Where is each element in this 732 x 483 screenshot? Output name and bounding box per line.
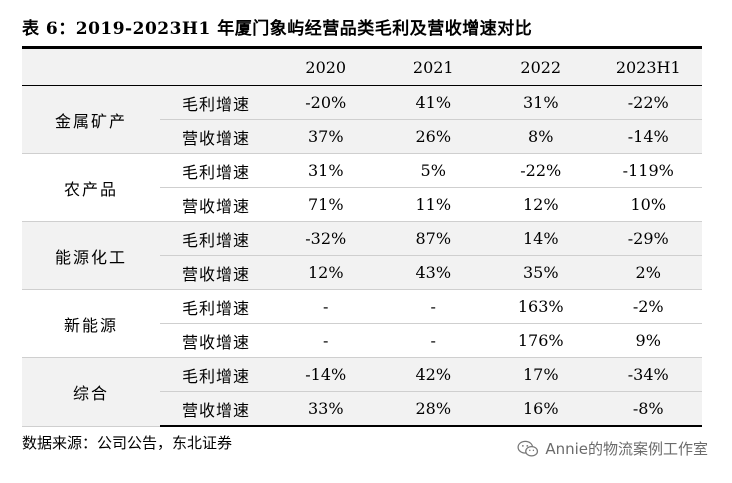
value-cell: -22% — [487, 153, 595, 188]
value-cell: 11% — [379, 187, 487, 222]
value-cell: 17% — [487, 357, 595, 392]
value-cell: 42% — [379, 357, 487, 392]
header-metric — [160, 46, 272, 86]
value-cell: 31% — [272, 153, 380, 188]
metric-cell: 营收增速 — [160, 323, 272, 358]
value-cell: -32% — [272, 221, 380, 256]
metric-cell: 毛利增速 — [160, 153, 272, 188]
table-row: 金属矿产 毛利增速 -20% 41% 31% -22% — [22, 85, 702, 154]
value-cell: 87% — [379, 221, 487, 256]
watermark-text: Annie的物流案例工作室 — [545, 440, 708, 458]
value-cell: -22% — [594, 85, 702, 120]
value-cell: 14% — [487, 221, 595, 256]
value-cell: -119% — [594, 153, 702, 188]
value-cell: 35% — [487, 255, 595, 290]
value-cell: 43% — [379, 255, 487, 290]
watermark: Annie的物流案例工作室 — [517, 438, 708, 459]
value-cell: - — [272, 323, 380, 358]
metric-cell: 营收增速 — [160, 187, 272, 222]
metric-cell: 毛利增速 — [160, 85, 272, 120]
value-cell: 9% — [594, 323, 702, 358]
value-cell: 8% — [487, 119, 595, 154]
value-cell: -2% — [594, 289, 702, 324]
wechat-icon — [517, 440, 539, 457]
category-cell: 新能源 — [22, 289, 160, 358]
header-year: 2022 — [487, 46, 595, 86]
metric-cell: 毛利增速 — [160, 357, 272, 392]
value-cell: -14% — [594, 119, 702, 154]
growth-comparison-table: 2020 2021 2022 2023H1 金属矿产 毛利增速 -20% 41%… — [22, 46, 702, 427]
value-cell: 41% — [379, 85, 487, 120]
value-cell: 163% — [487, 289, 595, 324]
table-row: 综合 毛利增速 -14% 42% 17% -34% — [22, 357, 702, 427]
header-year: 2021 — [379, 46, 487, 86]
header-year: 2020 — [272, 46, 380, 86]
value-cell: 2% — [594, 255, 702, 290]
value-cell: - — [379, 323, 487, 358]
metric-cell: 营收增速 — [160, 255, 272, 290]
value-cell: -29% — [594, 221, 702, 256]
value-cell: 37% — [272, 119, 380, 154]
value-cell: 33% — [272, 391, 380, 427]
value-cell: -8% — [594, 391, 702, 427]
source-note: 数据来源：公司公告，东北证券 — [22, 434, 233, 452]
category-cell: 农产品 — [22, 153, 160, 222]
table-row: 营收增速 37% 26% 8% -14% — [22, 119, 702, 154]
metric-cell: 毛利增速 — [160, 289, 272, 324]
value-cell: 31% — [487, 85, 595, 120]
value-cell: 71% — [272, 187, 380, 222]
value-cell: 12% — [487, 187, 595, 222]
data-table-container: 2020 2021 2022 2023H1 金属矿产 毛利增速 -20% 41%… — [22, 46, 702, 427]
value-cell: 176% — [487, 323, 595, 358]
table-row: 农产品 毛利增速 31% 5% -22% -119% — [22, 153, 702, 222]
value-cell: 5% — [379, 153, 487, 188]
header-row: 2020 2021 2022 2023H1 — [22, 46, 702, 86]
header-category — [22, 46, 160, 86]
value-cell: 28% — [379, 391, 487, 427]
value-cell: 12% — [272, 255, 380, 290]
value-cell: - — [272, 289, 380, 324]
value-cell: -14% — [272, 357, 380, 392]
value-cell: 26% — [379, 119, 487, 154]
table-title: 表 6：2019-2023H1 年厦门象屿经营品类毛利及营收增速对比 — [22, 19, 533, 39]
metric-cell: 毛利增速 — [160, 221, 272, 256]
category-cell: 综合 — [22, 357, 160, 427]
metric-cell: 营收增速 — [160, 391, 272, 427]
value-cell: -20% — [272, 85, 380, 120]
table-row: 能源化工 毛利增速 -32% 87% 14% -29% — [22, 221, 702, 290]
value-cell: -34% — [594, 357, 702, 392]
metric-cell: 营收增速 — [160, 119, 272, 154]
category-cell: 金属矿产 — [22, 85, 160, 154]
category-cell: 能源化工 — [22, 221, 160, 290]
header-year: 2023H1 — [594, 46, 702, 86]
table-row: 新能源 毛利增速 - - 163% -2% — [22, 289, 702, 358]
value-cell: 16% — [487, 391, 595, 427]
value-cell: - — [379, 289, 487, 324]
value-cell: 10% — [594, 187, 702, 222]
